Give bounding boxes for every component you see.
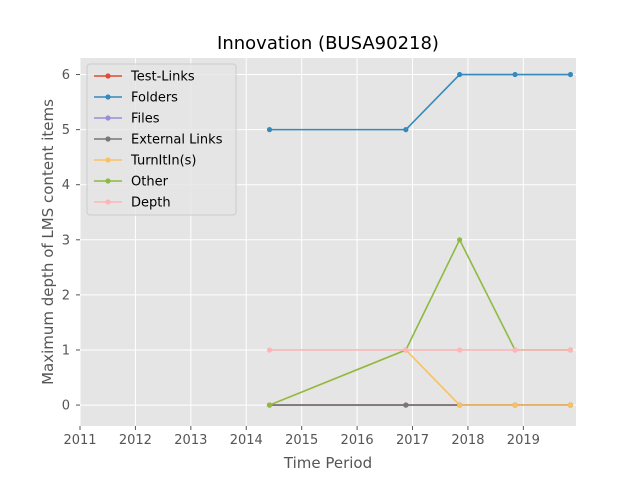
legend-swatch-marker — [105, 73, 111, 79]
legend-item-turnitin-s: TurnItIn(s) — [94, 154, 196, 169]
data-point-folders — [567, 71, 574, 78]
data-point-turnitin-s — [567, 402, 574, 408]
data-point-depth — [567, 347, 574, 353]
data-point-folders — [266, 127, 273, 133]
legend-item-depth: Depth — [94, 196, 171, 211]
legend-item-files: Files — [94, 112, 160, 127]
x-tick-label: 2015 — [285, 433, 318, 448]
x-tick-label: 2019 — [507, 433, 540, 448]
series-depth — [266, 347, 574, 353]
legend-label: Test-Links — [130, 70, 195, 85]
legend-label: Depth — [131, 196, 171, 211]
y-axis-title: Maximum depth of LMS content items — [39, 99, 57, 385]
legend-label: Other — [131, 175, 169, 190]
data-point-turnitin-s — [512, 402, 518, 408]
data-point-other — [266, 402, 273, 408]
x-tick-label: 2017 — [396, 433, 429, 448]
legend-item-test-links: Test-Links — [94, 70, 195, 85]
x-tick-label: 2013 — [174, 433, 207, 448]
y-tick-label: 3 — [62, 233, 70, 248]
y-tick-label: 1 — [62, 343, 70, 358]
data-point-depth — [403, 347, 409, 353]
legend-swatch-marker — [105, 157, 111, 163]
data-point-folders — [457, 71, 463, 78]
legend-label: Files — [131, 112, 160, 127]
y-tick-label: 5 — [62, 123, 70, 138]
legend-item-folders: Folders — [94, 91, 178, 106]
y-tick-label: 6 — [62, 68, 70, 83]
data-point-folders — [512, 71, 518, 78]
data-point-depth — [512, 347, 518, 353]
x-tick-label: 2012 — [119, 433, 152, 448]
x-axis-title: Time Period — [283, 454, 372, 472]
legend-swatch-marker — [105, 136, 111, 142]
x-tick-label: 2016 — [341, 433, 374, 448]
legend-label: External Links — [131, 133, 223, 148]
legend-label: Folders — [131, 91, 178, 106]
x-axis-ticks: 2011 2012 2013 2014 2015 2016 2017 2018 2019 — [63, 426, 540, 448]
series-layer — [266, 71, 574, 408]
y-tick-label: 2 — [62, 288, 70, 303]
legend: Test-Links Folders Files External Links Turn… — [86, 63, 237, 216]
legend-item-external-links: External Links — [94, 133, 223, 148]
y-axis-ticks: 0 1 2 3 4 5 6 — [62, 68, 80, 414]
y-tick-label: 4 — [62, 178, 70, 193]
data-point-turnitin-s — [457, 402, 463, 408]
series-folders — [266, 71, 574, 133]
legend-label: TurnItIn(s) — [130, 154, 196, 169]
data-point-other — [457, 237, 463, 243]
x-tick-label: 2018 — [451, 433, 484, 448]
data-point-folders — [403, 127, 409, 133]
y-tick-label: 0 — [62, 399, 70, 414]
data-point-depth — [266, 347, 273, 353]
legend-item-other: Other — [94, 175, 169, 190]
legend-swatch-marker — [105, 94, 111, 100]
x-tick-label: 2011 — [63, 433, 96, 448]
legend-swatch-marker — [105, 115, 111, 121]
legend-swatch-marker — [105, 178, 111, 184]
legend-frame — [86, 63, 237, 216]
x-tick-label: 2014 — [230, 433, 263, 448]
data-point-external-links — [403, 402, 409, 408]
legend-swatch-marker — [105, 199, 111, 205]
data-point-depth — [457, 347, 463, 353]
chart-title: Innovation (BUSA90218) — [217, 33, 439, 54]
